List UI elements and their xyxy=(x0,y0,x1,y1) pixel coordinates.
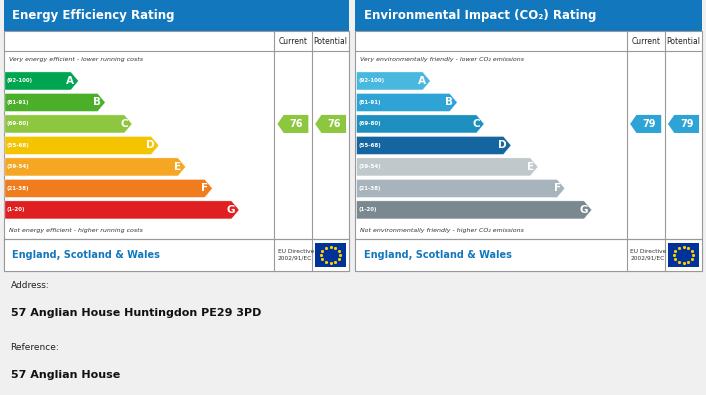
Text: 79: 79 xyxy=(642,119,656,129)
Text: G: G xyxy=(579,205,587,215)
Text: A: A xyxy=(66,76,74,86)
Text: Very environmentally friendly - lower CO₂ emissions: Very environmentally friendly - lower CO… xyxy=(360,57,525,62)
Text: (21-38): (21-38) xyxy=(7,186,30,191)
Text: Not energy efficient - higher running costs: Not energy efficient - higher running co… xyxy=(8,228,143,233)
Text: (69-80): (69-80) xyxy=(7,121,30,126)
Polygon shape xyxy=(5,115,132,133)
Bar xyxy=(4,0,349,31)
Text: (69-80): (69-80) xyxy=(359,121,381,126)
Text: 76: 76 xyxy=(327,119,340,129)
Text: A: A xyxy=(418,76,426,86)
Polygon shape xyxy=(357,72,431,90)
Text: 79: 79 xyxy=(680,119,693,129)
Text: (92-100): (92-100) xyxy=(359,79,385,83)
Text: B: B xyxy=(445,98,453,107)
Text: D: D xyxy=(146,141,155,150)
Text: Very energy efficient - lower running costs: Very energy efficient - lower running co… xyxy=(8,57,143,62)
Text: Address:: Address: xyxy=(11,280,49,290)
Text: Current: Current xyxy=(278,37,307,46)
Text: Environmental Impact (CO₂) Rating: Environmental Impact (CO₂) Rating xyxy=(364,9,596,22)
Text: England, Scotland & Wales: England, Scotland & Wales xyxy=(12,250,160,260)
Text: (1-20): (1-20) xyxy=(7,207,25,213)
Text: EU Directive
2002/91/EC: EU Directive 2002/91/EC xyxy=(277,249,314,261)
Bar xyxy=(355,0,702,31)
Text: 76: 76 xyxy=(289,119,303,129)
Text: (55-68): (55-68) xyxy=(359,143,381,148)
Text: 57 Anglian House Huntingdon PE29 3PD: 57 Anglian House Huntingdon PE29 3PD xyxy=(11,308,261,318)
Text: F: F xyxy=(554,183,561,194)
Polygon shape xyxy=(5,94,105,111)
Text: (21-38): (21-38) xyxy=(359,186,381,191)
Bar xyxy=(355,239,702,271)
Text: Reference:: Reference: xyxy=(11,343,59,352)
Polygon shape xyxy=(5,72,78,90)
Polygon shape xyxy=(668,115,699,133)
Polygon shape xyxy=(357,158,538,176)
Polygon shape xyxy=(5,179,213,198)
Bar xyxy=(4,31,349,271)
Text: Current: Current xyxy=(631,37,660,46)
Polygon shape xyxy=(357,201,592,219)
Polygon shape xyxy=(357,115,484,133)
Polygon shape xyxy=(277,115,309,133)
Text: (39-54): (39-54) xyxy=(359,164,381,169)
Text: (55-68): (55-68) xyxy=(7,143,30,148)
Text: B: B xyxy=(93,98,101,107)
Polygon shape xyxy=(315,115,346,133)
Text: EU Directive
2002/91/EC: EU Directive 2002/91/EC xyxy=(630,249,666,261)
Text: (81-91): (81-91) xyxy=(7,100,30,105)
Text: Potential: Potential xyxy=(313,37,347,46)
Text: (92-100): (92-100) xyxy=(7,79,33,83)
Text: Energy Efficiency Rating: Energy Efficiency Rating xyxy=(12,9,174,22)
Polygon shape xyxy=(630,115,662,133)
Text: E: E xyxy=(527,162,534,172)
Polygon shape xyxy=(5,201,239,219)
Text: D: D xyxy=(498,141,507,150)
Text: C: C xyxy=(120,119,128,129)
Bar xyxy=(315,243,346,267)
Text: England, Scotland & Wales: England, Scotland & Wales xyxy=(364,250,512,260)
Text: G: G xyxy=(227,205,235,215)
Bar xyxy=(4,239,349,271)
Polygon shape xyxy=(5,136,159,154)
Text: C: C xyxy=(472,119,480,129)
Text: Potential: Potential xyxy=(666,37,700,46)
Text: F: F xyxy=(201,183,208,194)
Text: (81-91): (81-91) xyxy=(359,100,381,105)
Polygon shape xyxy=(357,94,457,111)
Bar xyxy=(355,31,702,271)
Text: E: E xyxy=(174,162,181,172)
Polygon shape xyxy=(5,158,186,176)
Polygon shape xyxy=(357,136,511,154)
Polygon shape xyxy=(357,179,565,198)
Text: (1-20): (1-20) xyxy=(359,207,377,213)
Text: Not environmentally friendly - higher CO₂ emissions: Not environmentally friendly - higher CO… xyxy=(360,228,524,233)
Bar xyxy=(668,243,699,267)
Text: (39-54): (39-54) xyxy=(7,164,30,169)
Text: 57 Anglian House: 57 Anglian House xyxy=(11,370,120,380)
